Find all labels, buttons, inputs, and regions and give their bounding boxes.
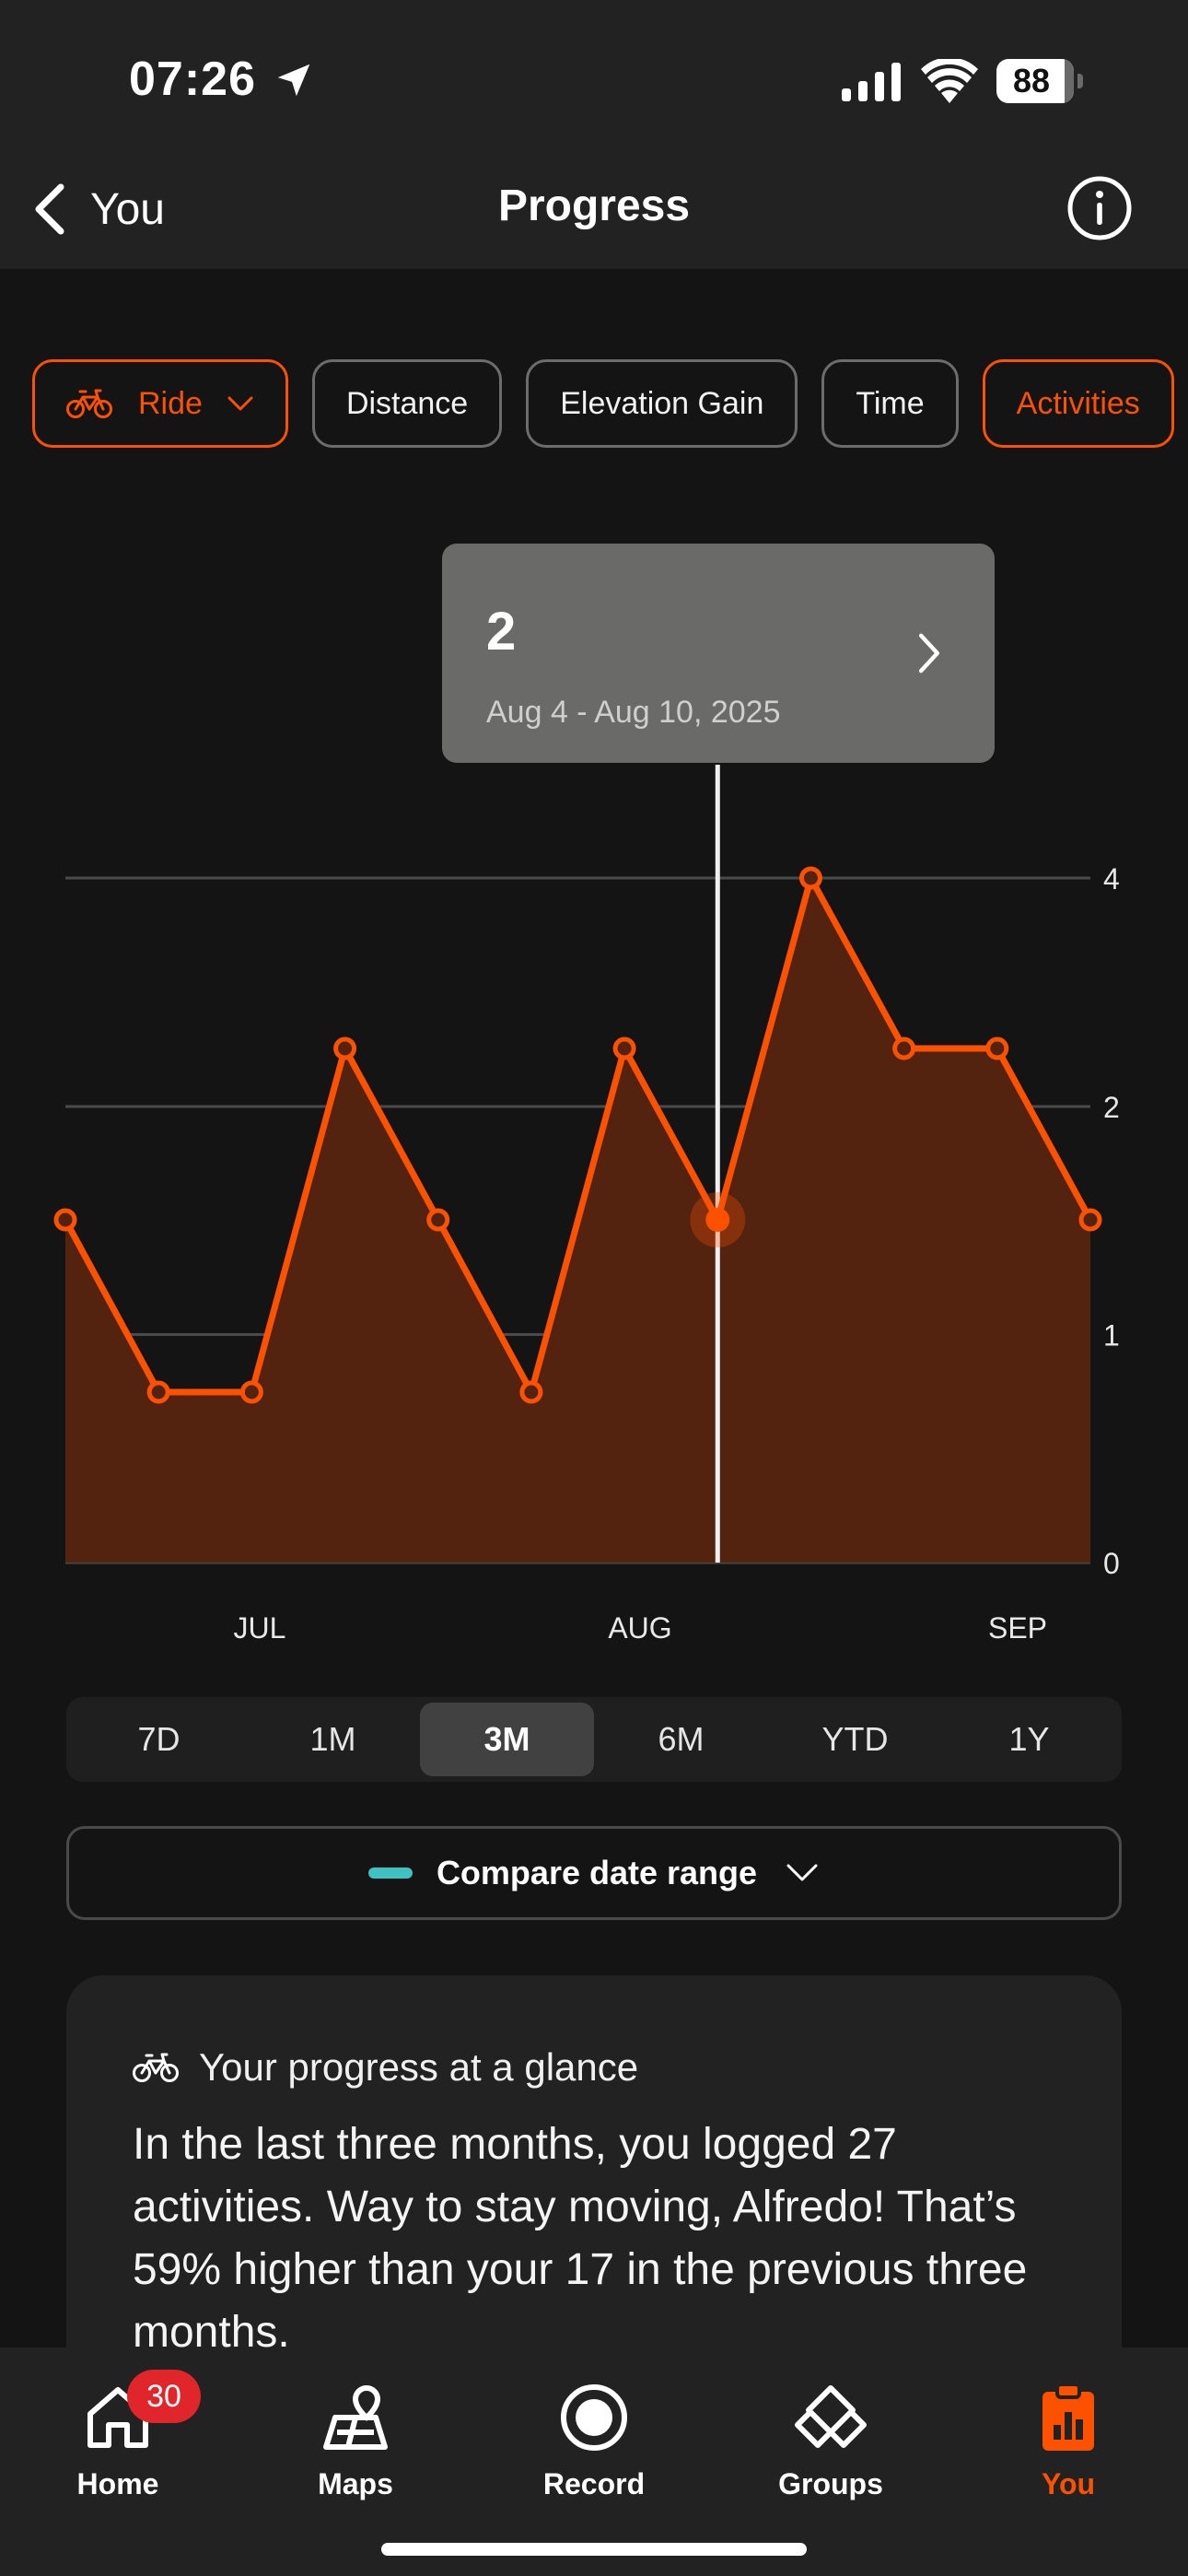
data-point xyxy=(1078,1208,1102,1232)
sport-filter-chip[interactable]: Ride xyxy=(32,359,288,448)
tab-bar: 30 Home Maps Record Groups You xyxy=(0,2348,1188,2576)
cellular-signal-icon xyxy=(842,63,901,101)
home-indicator xyxy=(381,2543,807,2556)
chart-tooltip[interactable]: 2 Aug 4 - Aug 10, 2025 xyxy=(442,544,995,763)
activities-chip[interactable]: Activities xyxy=(982,359,1174,448)
x-tick-label: AUG xyxy=(608,1611,671,1645)
x-tick-label: JUL xyxy=(234,1611,286,1645)
battery-indicator: 88 xyxy=(996,59,1085,103)
data-point xyxy=(146,1380,170,1404)
back-button[interactable]: You xyxy=(31,177,165,241)
back-label: You xyxy=(90,184,165,234)
selected-data-point xyxy=(705,1208,730,1232)
range-option-6m[interactable]: 6M xyxy=(658,1720,705,1758)
y-tick-label: 2 xyxy=(1103,1091,1120,1124)
time-range-selector: 7D 1M 3M 6M YTD 1Y xyxy=(66,1697,1122,1782)
data-point xyxy=(333,1036,357,1060)
bike-icon xyxy=(133,2053,179,2082)
page-title: Progress xyxy=(497,181,691,230)
data-point xyxy=(426,1208,450,1232)
data-point xyxy=(892,1036,916,1060)
tab-maps[interactable]: Maps xyxy=(254,2364,457,2512)
range-option-7d[interactable]: 7D xyxy=(137,1720,181,1758)
status-time: 07:26 xyxy=(129,53,256,106)
y-tick-label: 1 xyxy=(1103,1319,1120,1352)
chevron-left-icon xyxy=(35,183,64,235)
elevation-gain-chip[interactable]: Elevation Gain xyxy=(526,359,798,448)
clipboard-chart-icon xyxy=(1042,2383,1094,2451)
top-bar: 07:26 88 You Progress xyxy=(0,0,1188,269)
map-pin-icon xyxy=(323,2384,388,2450)
tab-you[interactable]: You xyxy=(967,2364,1170,2512)
tab-maps-label: Maps xyxy=(318,2467,393,2500)
time-chip[interactable]: Time xyxy=(821,359,959,448)
compare-date-range-button[interactable]: Compare date range xyxy=(66,1826,1122,1920)
record-icon xyxy=(561,2384,627,2451)
tab-groups-label: Groups xyxy=(778,2467,883,2500)
data-point xyxy=(519,1380,543,1404)
data-point xyxy=(53,1208,77,1232)
tab-home[interactable]: 30 Home xyxy=(17,2364,219,2512)
tooltip-date-range: Aug 4 - Aug 10, 2025 xyxy=(486,695,781,730)
wifi-icon xyxy=(921,59,978,103)
y-tick-label: 4 xyxy=(1103,862,1120,896)
groups-icon xyxy=(795,2385,867,2448)
filter-chips: Ride Distance Elevation Gain Time Activi… xyxy=(32,359,1174,448)
tab-record-label: Record xyxy=(542,2467,646,2500)
insight-body: In the last three months, you logged 27 … xyxy=(133,2120,1028,2357)
range-option-1y[interactable]: 1Y xyxy=(1008,1720,1050,1758)
home-badge: 30 xyxy=(127,2370,201,2423)
insight-title: Your progress at a glance xyxy=(199,2045,639,2089)
compare-color-swatch xyxy=(367,1868,413,1879)
tab-home-label: Home xyxy=(76,2467,159,2500)
data-point xyxy=(239,1380,263,1404)
activities-chart[interactable]: 0 1 2 4 JUL AUG SEP 2 Aug 4 - Aug 10, 2025 xyxy=(0,516,1188,1677)
bike-icon xyxy=(66,389,112,418)
location-arrow-icon xyxy=(277,64,310,97)
range-option-1m[interactable]: 1M xyxy=(309,1720,356,1758)
tab-groups[interactable]: Groups xyxy=(729,2364,932,2512)
sport-filter-label: Ride xyxy=(138,385,203,421)
data-point xyxy=(612,1036,636,1060)
range-option-3m[interactable]: 3M xyxy=(420,1703,594,1776)
chevron-down-icon xyxy=(227,396,253,411)
tab-record[interactable]: Record xyxy=(493,2364,695,2512)
series-line xyxy=(62,874,1094,1396)
distance-chip[interactable]: Distance xyxy=(311,359,503,448)
tab-you-label: You xyxy=(1041,2467,1096,2500)
battery-level: 88 xyxy=(1012,62,1051,100)
data-point xyxy=(798,866,822,890)
chevron-down-icon xyxy=(786,1864,818,1881)
y-tick-label: 0 xyxy=(1103,1547,1120,1580)
compare-label: Compare date range xyxy=(436,1854,758,1891)
range-option-ytd[interactable]: YTD xyxy=(821,1720,889,1758)
data-point xyxy=(985,1036,1009,1060)
tooltip-value: 2 xyxy=(486,602,517,662)
chevron-right-icon xyxy=(918,633,940,673)
x-tick-label: SEP xyxy=(988,1611,1047,1645)
chart-canvas: 0 1 2 4 JUL AUG SEP xyxy=(53,765,1120,1645)
info-icon[interactable] xyxy=(1066,175,1133,241)
